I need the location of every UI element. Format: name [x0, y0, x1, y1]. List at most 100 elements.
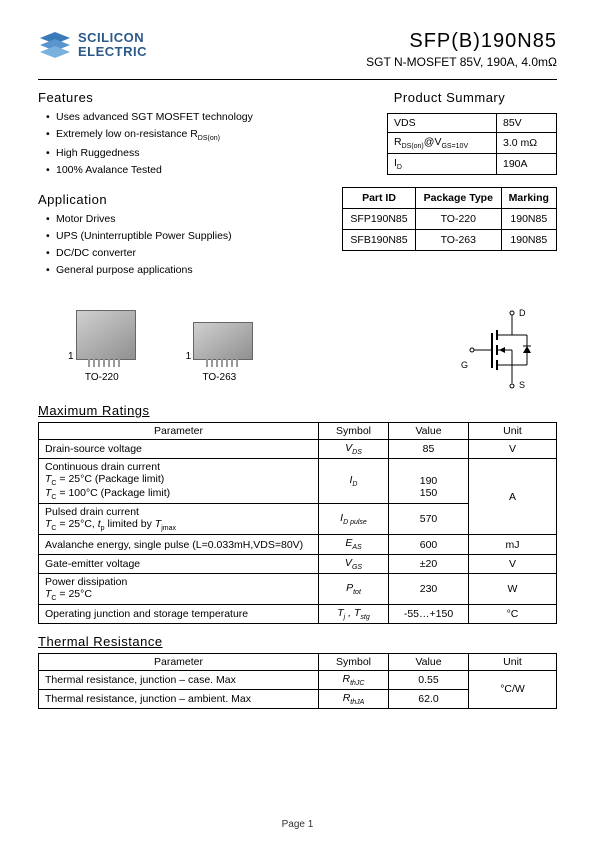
part-number: SFP(B)190N85: [366, 30, 557, 53]
cell: Gate-emitter voltage: [39, 554, 319, 573]
logo: SCILICON ELECTRIC: [38, 30, 147, 60]
table-row: SFP190N85 TO-220 190N85: [343, 209, 557, 230]
thermal-title: Thermal Resistance: [38, 634, 557, 649]
package-to220: 1 TO-220: [68, 310, 136, 383]
cell: SFB190N85: [343, 230, 416, 251]
cell: TO-263: [416, 230, 502, 251]
schematic-icon: D G S: [447, 308, 557, 393]
summary-label: ID: [388, 154, 497, 175]
cell: A: [469, 459, 557, 535]
header: SCILICON ELECTRIC SFP(B)190N85 SGT N-MOS…: [38, 30, 557, 69]
cell: V: [469, 554, 557, 573]
features-list: Uses advanced SGT MOSFET technology Extr…: [38, 111, 332, 176]
summary-value: 3.0 mΩ: [497, 133, 557, 154]
feature-item: High Ruggedness: [46, 147, 332, 159]
logo-icon: [38, 30, 72, 60]
table-row: Avalanche energy, single pulse (L=0.033m…: [39, 535, 557, 554]
right-column: Product Summary VDS85V RDS(on)@VGS=10V3.…: [342, 90, 557, 292]
cell: V: [469, 440, 557, 459]
cell: VGS: [319, 554, 389, 573]
cell: Pulsed drain current TC = 25°C, tp limit…: [39, 504, 319, 535]
col-header: Symbol: [319, 423, 389, 440]
pin-label: 1: [68, 351, 74, 362]
left-column: Features Uses advanced SGT MOSFET techno…: [38, 90, 332, 292]
cell: Drain-source voltage: [39, 440, 319, 459]
cell: Thermal resistance, junction – ambient. …: [39, 689, 319, 708]
application-item: DC/DC converter: [46, 247, 332, 259]
divider: [38, 79, 557, 80]
package-image: [193, 322, 253, 360]
summary-label: VDS: [388, 114, 497, 133]
table-row: VDS85V: [388, 114, 557, 133]
cell: -55…+150: [389, 604, 469, 623]
pin-label: 1: [186, 351, 192, 362]
cell: 190150: [389, 459, 469, 504]
cell: Avalanche energy, single pulse (L=0.033m…: [39, 535, 319, 554]
logo-text: SCILICON ELECTRIC: [78, 31, 147, 60]
two-column-section: Features Uses advanced SGT MOSFET techno…: [38, 90, 557, 292]
thermal-table: Parameter Symbol Value Unit Thermal resi…: [38, 653, 557, 709]
col-header: Parameter: [39, 653, 319, 670]
mosfet-schematic: D G S: [447, 308, 557, 393]
package-label: TO-220: [68, 372, 136, 383]
table-row: Gate-emitter voltage VGS ±20 V: [39, 554, 557, 573]
cell: ±20: [389, 554, 469, 573]
cell: Continuous drain current TC = 25°C (Pack…: [39, 459, 319, 504]
cell: 62.0: [389, 689, 469, 708]
package-image: [76, 310, 136, 360]
cell: 0.55: [389, 670, 469, 689]
table-row: SFB190N85 TO-263 190N85: [343, 230, 557, 251]
summary-value: 85V: [497, 114, 557, 133]
cell: Thermal resistance, junction – case. Max: [39, 670, 319, 689]
col-header: Parameter: [39, 423, 319, 440]
cell: SFP190N85: [343, 209, 416, 230]
table-row: Thermal resistance, junction – case. Max…: [39, 670, 557, 689]
col-header: Unit: [469, 653, 557, 670]
table-row: Drain-source voltage VDS 85 V: [39, 440, 557, 459]
cell: RthJC: [319, 670, 389, 689]
package-table: Part ID Package Type Marking SFP190N85 T…: [342, 187, 557, 251]
cell: 570: [389, 504, 469, 535]
table-row: Part ID Package Type Marking: [343, 188, 557, 209]
cell: 230: [389, 573, 469, 604]
table-row: ID190A: [388, 154, 557, 175]
application-list: Motor Drives UPS (Uninterruptible Power …: [38, 213, 332, 276]
cell: RthJA: [319, 689, 389, 708]
table-row: Parameter Symbol Value Unit: [39, 653, 557, 670]
cell: mJ: [469, 535, 557, 554]
table-row: Parameter Symbol Value Unit: [39, 423, 557, 440]
feature-item: 100% Avalance Tested: [46, 164, 332, 176]
cell: TO-220: [416, 209, 502, 230]
page-footer: Page 1: [0, 819, 595, 830]
table-row: Continuous drain current TC = 25°C (Pack…: [39, 459, 557, 504]
col-header: Package Type: [416, 188, 502, 209]
col-header: Unit: [469, 423, 557, 440]
cell: W: [469, 573, 557, 604]
cell: ID: [319, 459, 389, 504]
summary-value: 190A: [497, 154, 557, 175]
cell: 85: [389, 440, 469, 459]
title-block: SFP(B)190N85 SGT N-MOSFET 85V, 190A, 4.0…: [366, 30, 557, 69]
cell: 600: [389, 535, 469, 554]
col-header: Marking: [501, 188, 556, 209]
table-row: RDS(on)@VGS=10V3.0 mΩ: [388, 133, 557, 154]
application-item: UPS (Uninterruptible Power Supplies): [46, 230, 332, 242]
cell: Ptot: [319, 573, 389, 604]
cell: 190N85: [501, 230, 556, 251]
pin-s: S: [519, 380, 525, 390]
cell: Power dissipationTC = 25°C: [39, 573, 319, 604]
summary-label: RDS(on)@VGS=10V: [388, 133, 497, 154]
feature-item: Extremely low on-resistance RDS(on): [46, 128, 332, 142]
cell: 190N85: [501, 209, 556, 230]
package-to263: 1 TO-263: [186, 322, 254, 383]
company-name-2: ELECTRIC: [78, 45, 147, 59]
package-images: 1 TO-220 1 TO-263: [68, 310, 253, 383]
cell: VDS: [319, 440, 389, 459]
pin-g: G: [461, 360, 468, 370]
cell: EAS: [319, 535, 389, 554]
cell: Operating junction and storage temperatu…: [39, 604, 319, 623]
col-header: Symbol: [319, 653, 389, 670]
cell: ID pulse: [319, 504, 389, 535]
cell: °C/W: [469, 670, 557, 708]
application-title: Application: [38, 192, 332, 207]
